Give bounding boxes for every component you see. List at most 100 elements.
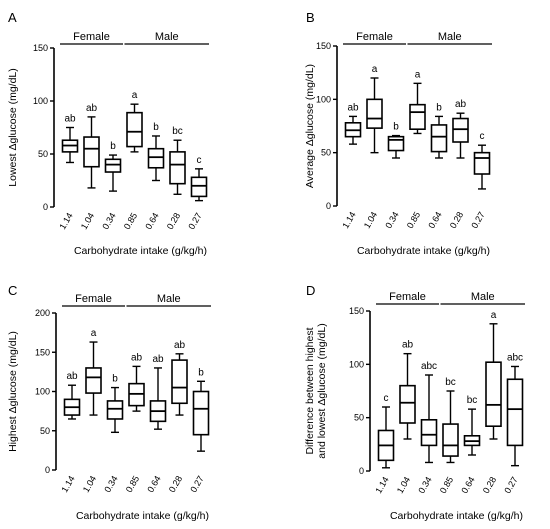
box-iqr	[420, 418, 438, 447]
box-iqr	[192, 390, 210, 436]
box-2: ab 1.04	[395, 340, 416, 495]
box-6: ab 0.28	[167, 340, 188, 494]
x-tick-label: 0.85	[438, 475, 455, 495]
significance-label: ab	[64, 114, 76, 125]
box-1: ab 1.14	[57, 114, 79, 231]
x-tick-label: 1.14	[340, 210, 357, 230]
y-axis-label: Difference between highest	[304, 327, 316, 454]
significance-label: ab	[86, 103, 98, 114]
box-7: c 0.27	[469, 131, 491, 230]
box-4: ab 0.85	[124, 352, 145, 494]
box-5: b 0.64	[426, 102, 448, 230]
panel-a: A 0 50 100 150 Lowest Δglucose (mg/dL) Female M…	[7, 10, 209, 257]
x-tick-label: 0.64	[459, 475, 476, 495]
panel-d: D 0 50 100 150 Difference between highest and …	[304, 283, 525, 522]
significance-label: b	[198, 367, 204, 378]
significance-label: abc	[507, 352, 523, 363]
x-axis-label: Carbohydrate intake (g/kg/h)	[390, 510, 523, 522]
significance-label: ab	[131, 352, 143, 363]
y-tick-label: 100	[35, 387, 50, 397]
box-iqr	[506, 378, 524, 447]
y-tick-label: 150	[316, 41, 331, 51]
box-iqr	[147, 147, 165, 169]
box-5: bc 0.64	[459, 395, 481, 495]
group-label: Male	[157, 293, 181, 305]
panel-c: C 0 50 100 150 200 Highest Δglucose (mg/dL) Fem…	[7, 283, 211, 522]
box-1: ab 1.14	[340, 102, 362, 230]
x-tick-label: 1.14	[59, 474, 76, 494]
significance-label: bc	[172, 126, 183, 137]
box-3: b 0.34	[100, 141, 122, 231]
x-tick-label: 1.04	[395, 475, 412, 495]
significance-label: b	[112, 374, 118, 385]
x-tick-label: 1.04	[362, 210, 379, 230]
panel-letter: C	[8, 283, 17, 298]
y-tick-label: 50	[354, 413, 364, 423]
box-iqr	[473, 151, 491, 175]
y-axis-label: Highest Δglucose (mg/dL)	[7, 331, 19, 452]
x-tick-label: 1.14	[373, 475, 390, 495]
box-4: a 0.85	[122, 90, 143, 231]
significance-label: ab	[66, 371, 78, 382]
significance-label: ab	[174, 340, 186, 351]
y-tick-label: 0	[45, 465, 50, 475]
x-tick-label: 0.64	[145, 474, 162, 494]
x-tick-label: 0.34	[102, 474, 119, 494]
y-axis-label: Lowest Δglucose (mg/dL)	[7, 68, 19, 186]
box-iqr	[104, 158, 122, 173]
x-tick-label: 0.85	[405, 210, 422, 230]
significance-label: a	[491, 310, 497, 321]
box-6: ab 0.28	[448, 99, 469, 230]
box-iqr	[409, 103, 426, 130]
x-tick-label: 0.85	[124, 474, 141, 494]
box-iqr	[442, 423, 459, 457]
x-tick-label: 0.34	[100, 211, 117, 231]
x-tick-label: 0.27	[469, 210, 486, 230]
x-tick-label: 0.27	[502, 475, 519, 495]
significance-label: bc	[445, 377, 456, 388]
panel-b: B 0 50 100 150 Average Δglucose (mg/dL) Female…	[304, 10, 492, 257]
significance-label: abc	[421, 361, 437, 372]
significance-label: ab	[347, 102, 359, 113]
box-3: b 0.34	[383, 122, 405, 230]
box-4: a 0.85	[405, 69, 426, 230]
group-label: Female	[75, 293, 112, 305]
panel-letter: B	[306, 10, 315, 25]
y-tick-label: 50	[40, 426, 50, 436]
box-5: b 0.64	[143, 122, 165, 231]
group-label: Female	[356, 31, 393, 43]
group-label: Male	[438, 31, 462, 43]
significance-label: a	[372, 64, 378, 75]
box-iqr	[85, 367, 102, 394]
box-iqr	[126, 111, 143, 148]
box-7: b 0.27	[188, 367, 210, 494]
box-iqr	[430, 124, 448, 153]
box-iqr	[485, 361, 502, 428]
box-iqr	[366, 98, 383, 129]
y-tick-label: 150	[349, 306, 364, 316]
y-tick-label: 200	[35, 308, 50, 318]
box-6: bc 0.28	[165, 126, 186, 231]
box-iqr	[452, 117, 469, 143]
x-tick-label: 0.28	[165, 211, 182, 231]
significance-label: a	[415, 69, 421, 80]
x-tick-label: 1.04	[81, 474, 98, 494]
box-4: bc 0.85	[438, 377, 459, 495]
significance-label: b	[110, 141, 116, 152]
significance-label: bc	[467, 395, 478, 406]
y-tick-label: 50	[321, 148, 331, 158]
box-3: b 0.34	[102, 374, 124, 494]
box-2: a 1.04	[362, 64, 383, 230]
significance-label: b	[153, 122, 159, 133]
significance-label: ab	[455, 99, 467, 110]
x-tick-label: 0.64	[426, 210, 443, 230]
box-iqr	[387, 135, 405, 152]
y-tick-label: 0	[43, 202, 48, 212]
significance-label: ab	[152, 354, 164, 365]
group-label: Female	[389, 291, 426, 303]
group-label: Male	[155, 31, 179, 43]
box-7: c 0.27	[186, 155, 208, 231]
group-label: Male	[471, 291, 495, 303]
significance-label: c	[384, 393, 389, 404]
